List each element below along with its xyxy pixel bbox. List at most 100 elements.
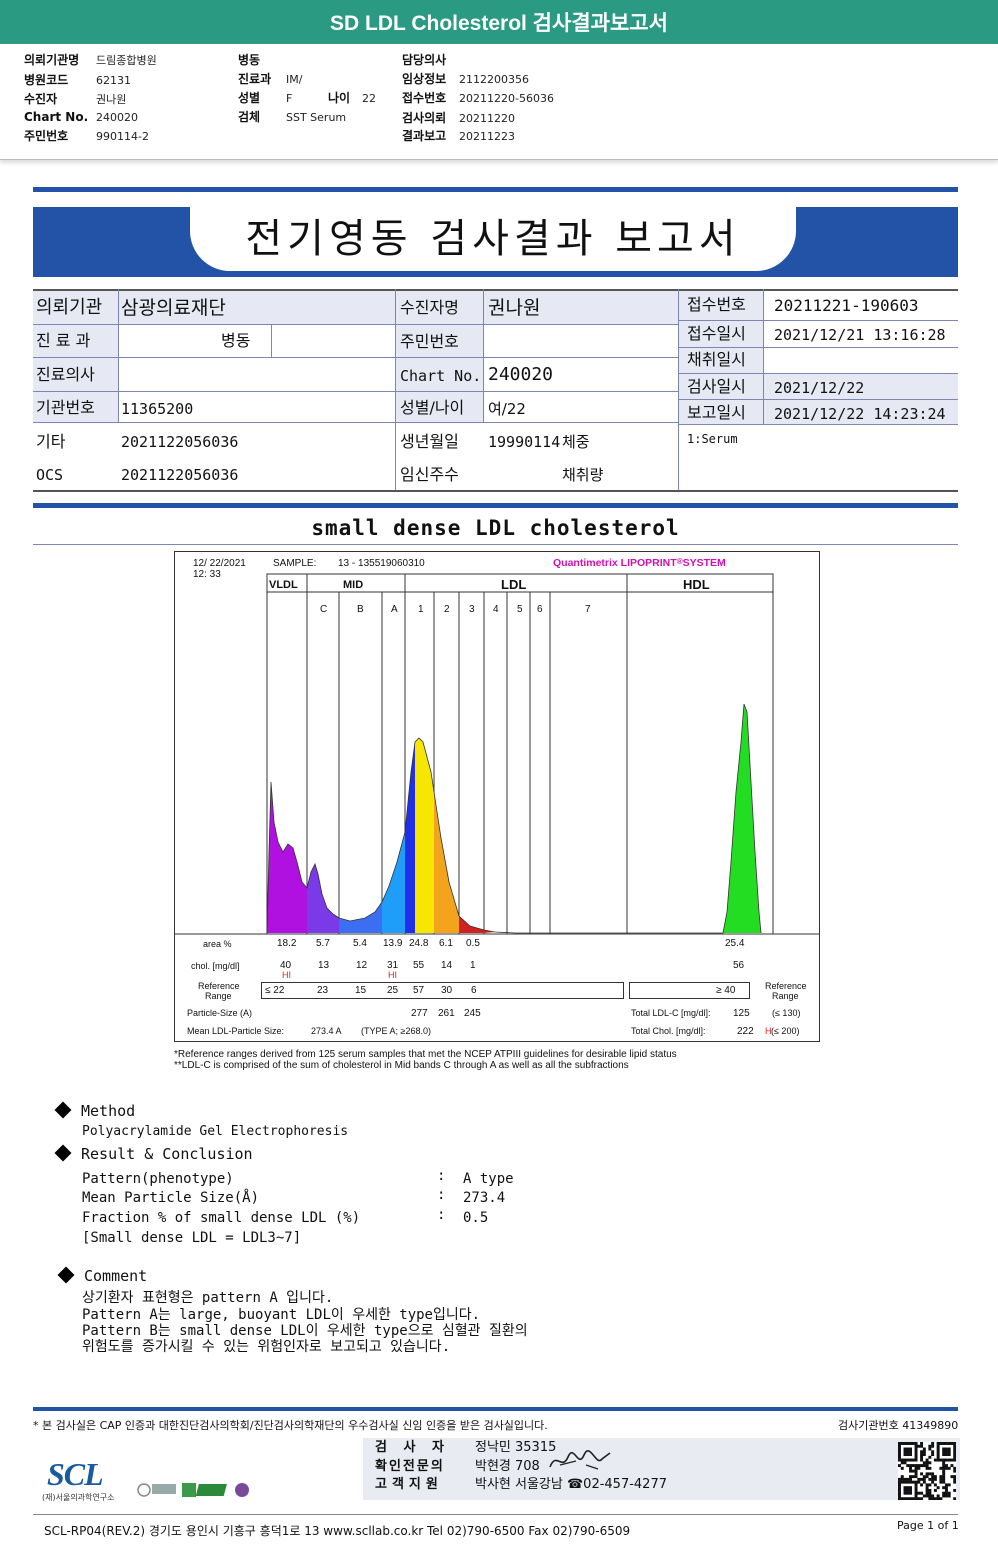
ref-right-label-1: Reference bbox=[765, 981, 807, 991]
title-banner-cutout bbox=[190, 207, 796, 271]
report-value: 2021/12/22 14:23:24 bbox=[774, 405, 946, 423]
chol-hdl: 56 bbox=[733, 960, 745, 971]
area-vldl: 18.2 bbox=[277, 938, 297, 949]
info-row: 검체 SST Serum bbox=[238, 110, 347, 124]
section-title: small dense LDL cholesterol bbox=[311, 516, 680, 540]
chol-ldl3: 1 bbox=[470, 960, 476, 971]
total-chol-flag: H bbox=[765, 1026, 772, 1036]
area-ldl2: 6.1 bbox=[439, 938, 453, 949]
particle-2: 261 bbox=[438, 1008, 455, 1019]
support-row: 고객지원 박사현 서울강남 ☎02-457-4277 bbox=[375, 1477, 667, 1492]
particle-1: 277 bbox=[411, 1008, 428, 1019]
info-row: 주민번호 990114-2 bbox=[24, 129, 149, 143]
weight-label: 체중 bbox=[562, 433, 590, 451]
band-2: 2 bbox=[444, 604, 450, 615]
particle-3: 245 bbox=[464, 1008, 481, 1019]
total-chol-label: Total Chol. [mg/dl]: bbox=[631, 1026, 706, 1036]
run-time: 12: 33 bbox=[193, 569, 221, 580]
group-vldl: VLDL bbox=[269, 579, 298, 591]
band-5: 5 bbox=[517, 604, 523, 615]
area-mida: 13.9 bbox=[383, 938, 403, 949]
run-date: 12/ 22/2021 bbox=[193, 558, 246, 569]
info-row: 병원코드 62131 bbox=[24, 73, 131, 87]
info-row: 의뢰기관명 드림종합병원 bbox=[24, 53, 157, 67]
section-rule bbox=[33, 503, 958, 508]
area-midc: 5.7 bbox=[316, 938, 330, 949]
doctor-label: 진료의사 bbox=[36, 365, 95, 384]
comment-line: Pattern B는 small dense LDL이 우세한 type으로 심… bbox=[82, 1323, 528, 1339]
vol-label: 채취량 bbox=[562, 466, 604, 484]
midc-peak bbox=[307, 864, 339, 933]
examiner-row: 검 사 자 정낙민 35315 bbox=[375, 1440, 557, 1455]
result-value-pattern: A type bbox=[463, 1171, 514, 1187]
etc-label: 기타 bbox=[36, 432, 66, 451]
footnote-2: **LDL-C is comprised of the sum of chole… bbox=[174, 1060, 629, 1071]
ref-ldl2: 30 bbox=[441, 985, 453, 996]
inst-value: 11365200 bbox=[121, 400, 194, 418]
signature-box bbox=[363, 1438, 960, 1500]
ref-mida: 25 bbox=[387, 985, 399, 996]
diamond-bullet-icon bbox=[54, 1144, 72, 1162]
midb-peak bbox=[339, 902, 382, 933]
area-row-label: area % bbox=[203, 939, 232, 949]
chol-mida: 31 bbox=[387, 960, 399, 971]
band-6: 6 bbox=[537, 604, 543, 615]
result-label-fraction: Fraction % of small dense LDL (%) bbox=[82, 1210, 361, 1226]
info-row: 병동 bbox=[238, 53, 261, 67]
collect-label: 채취일시 bbox=[687, 350, 746, 369]
dept-value: 병동 bbox=[221, 331, 251, 350]
info-row: 성별 F 나이 22 bbox=[238, 91, 376, 105]
footnote-1: *Reference ranges derived from 125 serum… bbox=[174, 1049, 677, 1060]
test-label: 검사일시 bbox=[687, 377, 746, 396]
rrn-label: 주민번호 bbox=[400, 332, 459, 351]
signature-scribble-icon bbox=[549, 1450, 611, 1470]
specialist-row: 확인전문의 박현경 708 bbox=[375, 1459, 540, 1474]
dept-label: 진 료 과 bbox=[36, 331, 91, 350]
chol-midb: 12 bbox=[356, 960, 368, 971]
chart-label: Chart No. bbox=[400, 367, 482, 385]
footer-rule bbox=[33, 1407, 958, 1411]
ref-ldl1: 57 bbox=[413, 985, 425, 996]
chol-ldl1: 55 bbox=[413, 960, 425, 971]
result-value-fraction: 0.5 bbox=[463, 1210, 489, 1226]
recv-no-label: 접수번호 bbox=[687, 295, 746, 314]
result-label-pattern: Pattern(phenotype) bbox=[82, 1171, 234, 1187]
lipoprint-curves bbox=[266, 703, 762, 934]
total-ldl-label: Total LDL-C [mg/dl]: bbox=[631, 1008, 711, 1018]
mean-row-label: Mean LDL-Particle Size: bbox=[187, 1026, 285, 1036]
sexage-value: 여/22 bbox=[488, 400, 526, 418]
brand-logo: Quantimetrix LIPOPRINT®SYSTEM bbox=[553, 557, 726, 569]
ldl1-peak bbox=[405, 742, 415, 933]
band-c: C bbox=[320, 604, 328, 615]
ocs-label: OCS bbox=[36, 466, 64, 484]
ldl-ref-box bbox=[261, 982, 624, 999]
ldl3-peak bbox=[434, 792, 459, 933]
band-3: 3 bbox=[469, 604, 475, 615]
band-7: 7 bbox=[585, 604, 591, 615]
comment-line: 상기환자 표현형은 pattern A 입니다. bbox=[82, 1290, 334, 1306]
chol-row-label: chol. [mg/dl] bbox=[191, 961, 240, 971]
info-row: 진료과 IM/ bbox=[238, 72, 303, 86]
cert-note: * 본 검사실은 CAP 인증과 대한진단검사의학회/진단검사의학재단의 우수검… bbox=[33, 1419, 548, 1432]
result-sep: : bbox=[437, 1187, 446, 1203]
ref-vldl: ≤ 22 bbox=[265, 985, 285, 996]
diamond-bullet-icon bbox=[54, 1101, 72, 1119]
sample-label: SAMPLE: bbox=[273, 558, 317, 569]
ref-row-label-1: Reference bbox=[198, 981, 240, 991]
report-title: 전기영동 검사결과 보고서 bbox=[245, 216, 741, 262]
info-row: 담당의사 bbox=[402, 53, 447, 67]
qr-code bbox=[898, 1442, 957, 1501]
band-b: B bbox=[357, 604, 364, 615]
chol-vldl: 40 bbox=[280, 960, 292, 971]
name-label: 수진자명 bbox=[400, 298, 459, 317]
scl-logo-sub: (재)서울의과학연구소 bbox=[42, 1493, 115, 1502]
signature bbox=[546, 1447, 616, 1475]
org-label: 의뢰기관 bbox=[36, 297, 103, 318]
total-chol-value: 222 bbox=[737, 1026, 754, 1037]
report-label: 보고일시 bbox=[687, 403, 746, 422]
lipoprint-chart: 12/ 22/2021 12: 33 SAMPLE: 13 - 13551906… bbox=[174, 551, 820, 1042]
result-sep: : bbox=[437, 1207, 446, 1223]
hi-flag: HI bbox=[388, 970, 397, 980]
recv-no-value: 20211221-190603 bbox=[774, 296, 919, 315]
order-info-table: 의뢰기관 삼광의료재단 진 료 과 병동 진료의사 기관번호 11365200 … bbox=[33, 289, 958, 492]
